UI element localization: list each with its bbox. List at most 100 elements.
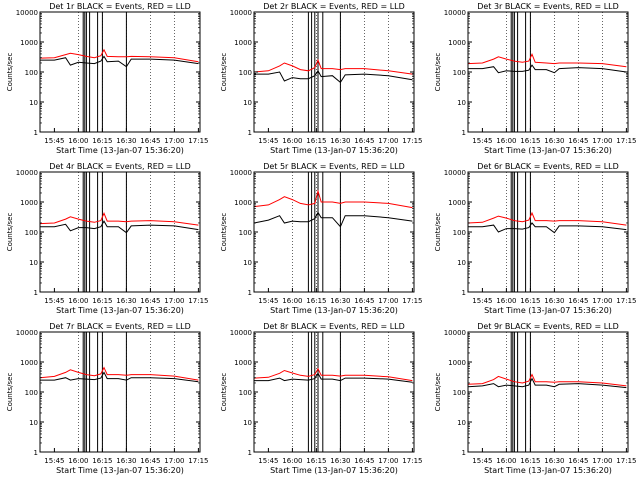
x-tick-label: 17:15 — [616, 297, 636, 305]
x-tick-label: 16:00 — [68, 297, 88, 305]
series-lld-line — [39, 48, 199, 63]
x-axis-label: Start Time (13-Jan-07 15:36:20) — [270, 466, 398, 475]
y-tick-label: 100 — [239, 229, 252, 237]
x-tick-label: 16:30 — [116, 457, 136, 465]
y-tick-label: 100 — [453, 229, 466, 237]
y-axis-label: Counts/sec — [6, 213, 14, 252]
panel-title: Det 1r BLACK = Events, RED = LLD — [49, 2, 191, 11]
series-events-line — [468, 222, 627, 234]
y-tick-label: 100 — [25, 229, 38, 237]
y-tick-label: 10 — [457, 259, 466, 267]
x-tick-label: 17:00 — [592, 297, 612, 305]
x-tick-label: 16:45 — [140, 297, 160, 305]
x-tick-label: 16:00 — [282, 137, 302, 145]
x-tick-label: 16:45 — [568, 457, 588, 465]
x-tick-label: 16:15 — [520, 297, 540, 305]
y-tick-label: 1 — [462, 129, 466, 137]
y-tick-label: 10000 — [16, 329, 38, 337]
x-tick-label: 16:30 — [330, 457, 350, 465]
x-tick-label: 17:00 — [164, 457, 184, 465]
y-tick-label: 10000 — [230, 9, 252, 17]
y-tick-label: 100 — [25, 69, 38, 77]
y-tick-label: 10000 — [444, 9, 466, 17]
x-tick-label: 16:30 — [544, 137, 564, 145]
y-tick-label: 1000 — [20, 39, 38, 47]
y-axis-label: Counts/sec — [434, 53, 442, 92]
x-tick-label: 17:15 — [188, 457, 208, 465]
x-tick-label: 16:00 — [282, 297, 302, 305]
y-tick-label: 100 — [453, 389, 466, 397]
series-lld-line — [253, 58, 413, 75]
x-tick-label: 16:45 — [354, 137, 374, 145]
x-tick-label: 17:15 — [616, 137, 636, 145]
x-tick-label: 16:15 — [92, 297, 112, 305]
x-tick-label: 17:15 — [188, 297, 208, 305]
x-axis-label: Start Time (13-Jan-07 15:36:20) — [270, 146, 398, 155]
x-tick-label: 15:45 — [44, 457, 64, 465]
y-tick-label: 1000 — [448, 359, 466, 367]
y-tick-label: 10000 — [230, 169, 252, 177]
y-tick-label: 10 — [243, 99, 252, 107]
x-tick-label: 15:45 — [44, 137, 64, 145]
panel-title: Det 3r BLACK = Events, RED = LLD — [477, 2, 619, 11]
y-tick-label: 1 — [248, 289, 252, 297]
y-tick-label: 1 — [462, 289, 466, 297]
x-tick-label: 17:00 — [164, 297, 184, 305]
y-tick-label: 10 — [457, 419, 466, 427]
y-tick-label: 100 — [239, 69, 252, 77]
y-tick-label: 1 — [248, 129, 252, 137]
x-tick-label: 16:45 — [568, 297, 588, 305]
x-tick-label: 16:45 — [354, 457, 374, 465]
x-tick-label: 17:15 — [616, 457, 636, 465]
x-tick-label: 16:30 — [544, 457, 564, 465]
series-events-line — [468, 64, 627, 74]
x-tick-label: 16:00 — [496, 137, 516, 145]
series-lld-line — [467, 211, 627, 226]
y-tick-label: 1000 — [448, 199, 466, 207]
y-tick-label: 10 — [243, 259, 252, 267]
series-lld-line — [467, 53, 627, 68]
panel-det-1: Det 1r BLACK = Events, RED = LLD 1 10 100 10… — [6, 2, 208, 155]
y-axis-label: Counts/sec — [6, 53, 14, 92]
y-tick-label: 10 — [29, 259, 38, 267]
x-tick-label: 17:00 — [592, 137, 612, 145]
y-tick-label: 100 — [453, 69, 466, 77]
series-events-line — [40, 220, 199, 234]
y-tick-label: 100 — [25, 389, 38, 397]
panel-title: Det 7r BLACK = Events, RED = LLD — [49, 322, 191, 331]
y-tick-label: 10000 — [16, 9, 38, 17]
x-tick-label: 16:30 — [116, 297, 136, 305]
panel-det-5: Det 5r BLACK = Events, RED = LLD 1 10 100 10… — [220, 162, 422, 315]
panel-det-7: Det 7r BLACK = Events, RED = LLD 1 10 100 10… — [6, 322, 208, 475]
y-axis-label: Counts/sec — [6, 373, 14, 412]
x-tick-label: 16:45 — [568, 137, 588, 145]
series-lld-line — [39, 366, 199, 381]
panel-title: Det 8r BLACK = Events, RED = LLD — [263, 322, 405, 331]
y-axis-label: Counts/sec — [434, 213, 442, 252]
panel-title: Det 9r BLACK = Events, RED = LLD — [477, 322, 619, 331]
series-lld-line — [253, 189, 413, 209]
x-tick-label: 15:45 — [258, 137, 278, 145]
x-tick-label: 16:45 — [354, 297, 374, 305]
x-tick-label: 17:00 — [378, 457, 398, 465]
x-tick-label: 16:15 — [92, 457, 112, 465]
y-tick-label: 1000 — [234, 39, 252, 47]
y-tick-label: 10 — [29, 99, 38, 107]
x-tick-label: 16:15 — [520, 457, 540, 465]
panel-title: Det 4r BLACK = Events, RED = LLD — [49, 162, 191, 171]
x-tick-label: 17:15 — [402, 297, 422, 305]
panel-det-8: Det 8r BLACK = Events, RED = LLD 1 10 100 10… — [220, 322, 422, 475]
panel-det-3: Det 3r BLACK = Events, RED = LLD 1 10 100 10… — [434, 2, 636, 155]
panel-det-6: Det 6r BLACK = Events, RED = LLD 1 10 100 10… — [434, 162, 636, 315]
series-events-line — [254, 372, 413, 383]
panel-title: Det 5r BLACK = Events, RED = LLD — [263, 162, 405, 171]
y-tick-label: 10000 — [444, 329, 466, 337]
y-tick-label: 10 — [29, 419, 38, 427]
y-tick-label: 1000 — [448, 39, 466, 47]
y-tick-label: 10000 — [444, 169, 466, 177]
x-tick-label: 16:15 — [306, 457, 326, 465]
x-tick-label: 15:45 — [472, 137, 492, 145]
x-tick-label: 16:15 — [306, 297, 326, 305]
